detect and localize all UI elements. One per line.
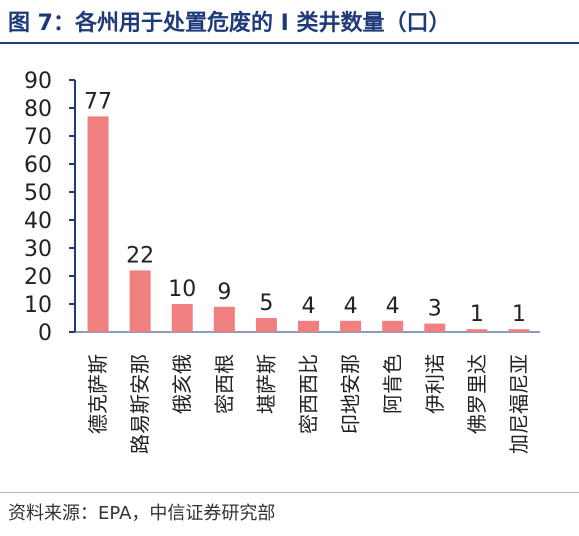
data-label: 4 xyxy=(344,294,358,319)
bar xyxy=(255,318,277,332)
bar xyxy=(298,320,319,332)
data-labels: 77 22 10 9 5 4 4 4 3 1 1 xyxy=(84,89,526,327)
x-tick-label: 密西西比 xyxy=(297,354,321,434)
data-label: 5 xyxy=(259,291,273,316)
y-tick-label: 50 xyxy=(24,181,52,206)
y-tick-label: 70 xyxy=(24,125,52,150)
x-tick-label: 密西根 xyxy=(212,354,236,414)
data-label: 3 xyxy=(428,297,442,322)
data-label: 4 xyxy=(386,294,400,319)
source-note: 资料来源：EPA，中信证券研究部 xyxy=(8,503,276,524)
bar xyxy=(382,320,404,332)
bar xyxy=(213,306,235,332)
x-tick-label: 佛罗里达 xyxy=(465,354,489,434)
data-label: 22 xyxy=(126,243,154,268)
y-tick-label: 40 xyxy=(24,209,52,234)
x-axis-labels: 德克萨斯 路易斯安那 俄亥俄 密西根 堪萨斯 密西西比 印地安那 阿肯色 伊利诺 佛罗里达 加尼福尼… xyxy=(86,354,531,454)
data-label: 4 xyxy=(302,294,316,319)
x-tick-label: 德克萨斯 xyxy=(86,354,110,434)
y-tick-label: 60 xyxy=(24,153,52,178)
x-tick-label: 印地安那 xyxy=(339,354,363,434)
data-label: 1 xyxy=(470,302,484,327)
x-tick-label: 伊利诺 xyxy=(423,354,447,414)
title-divider xyxy=(0,42,579,44)
bar xyxy=(340,320,362,332)
chart-title: 图 7：各州用于处置危废的 I 类井数量（口） xyxy=(8,11,451,36)
x-tick-label: 加尼福尼亚 xyxy=(507,354,531,454)
source-divider xyxy=(0,492,579,493)
bar xyxy=(466,329,488,332)
data-label: 77 xyxy=(84,89,112,114)
y-tick-label: 30 xyxy=(24,237,52,262)
bar xyxy=(87,116,109,333)
y-tick-label: 80 xyxy=(24,97,52,122)
bar xyxy=(171,304,193,332)
x-tick-label: 阿肯色 xyxy=(381,354,405,414)
y-tick-label: 20 xyxy=(24,265,52,290)
x-tick-label: 堪萨斯 xyxy=(254,354,278,414)
y-axis: 0 10 20 30 40 50 60 70 80 90 xyxy=(24,69,540,346)
y-tick-label: 0 xyxy=(38,321,52,346)
y-tick-label: 10 xyxy=(24,293,52,318)
x-tick-label: 路易斯安那 xyxy=(128,354,152,454)
bar xyxy=(129,270,151,332)
bar xyxy=(508,329,530,332)
bar xyxy=(424,323,446,332)
data-label: 1 xyxy=(512,302,526,327)
bar-chart: 0 10 20 30 40 50 60 70 80 90 77 22 10 9 5 4 4 4 3 1 1 德克萨斯路… xyxy=(24,69,540,454)
data-label: 10 xyxy=(168,277,196,302)
y-tick-label: 90 xyxy=(24,69,52,94)
bars xyxy=(87,116,530,333)
data-label: 9 xyxy=(217,280,231,305)
x-tick-label: 俄亥俄 xyxy=(170,354,194,414)
